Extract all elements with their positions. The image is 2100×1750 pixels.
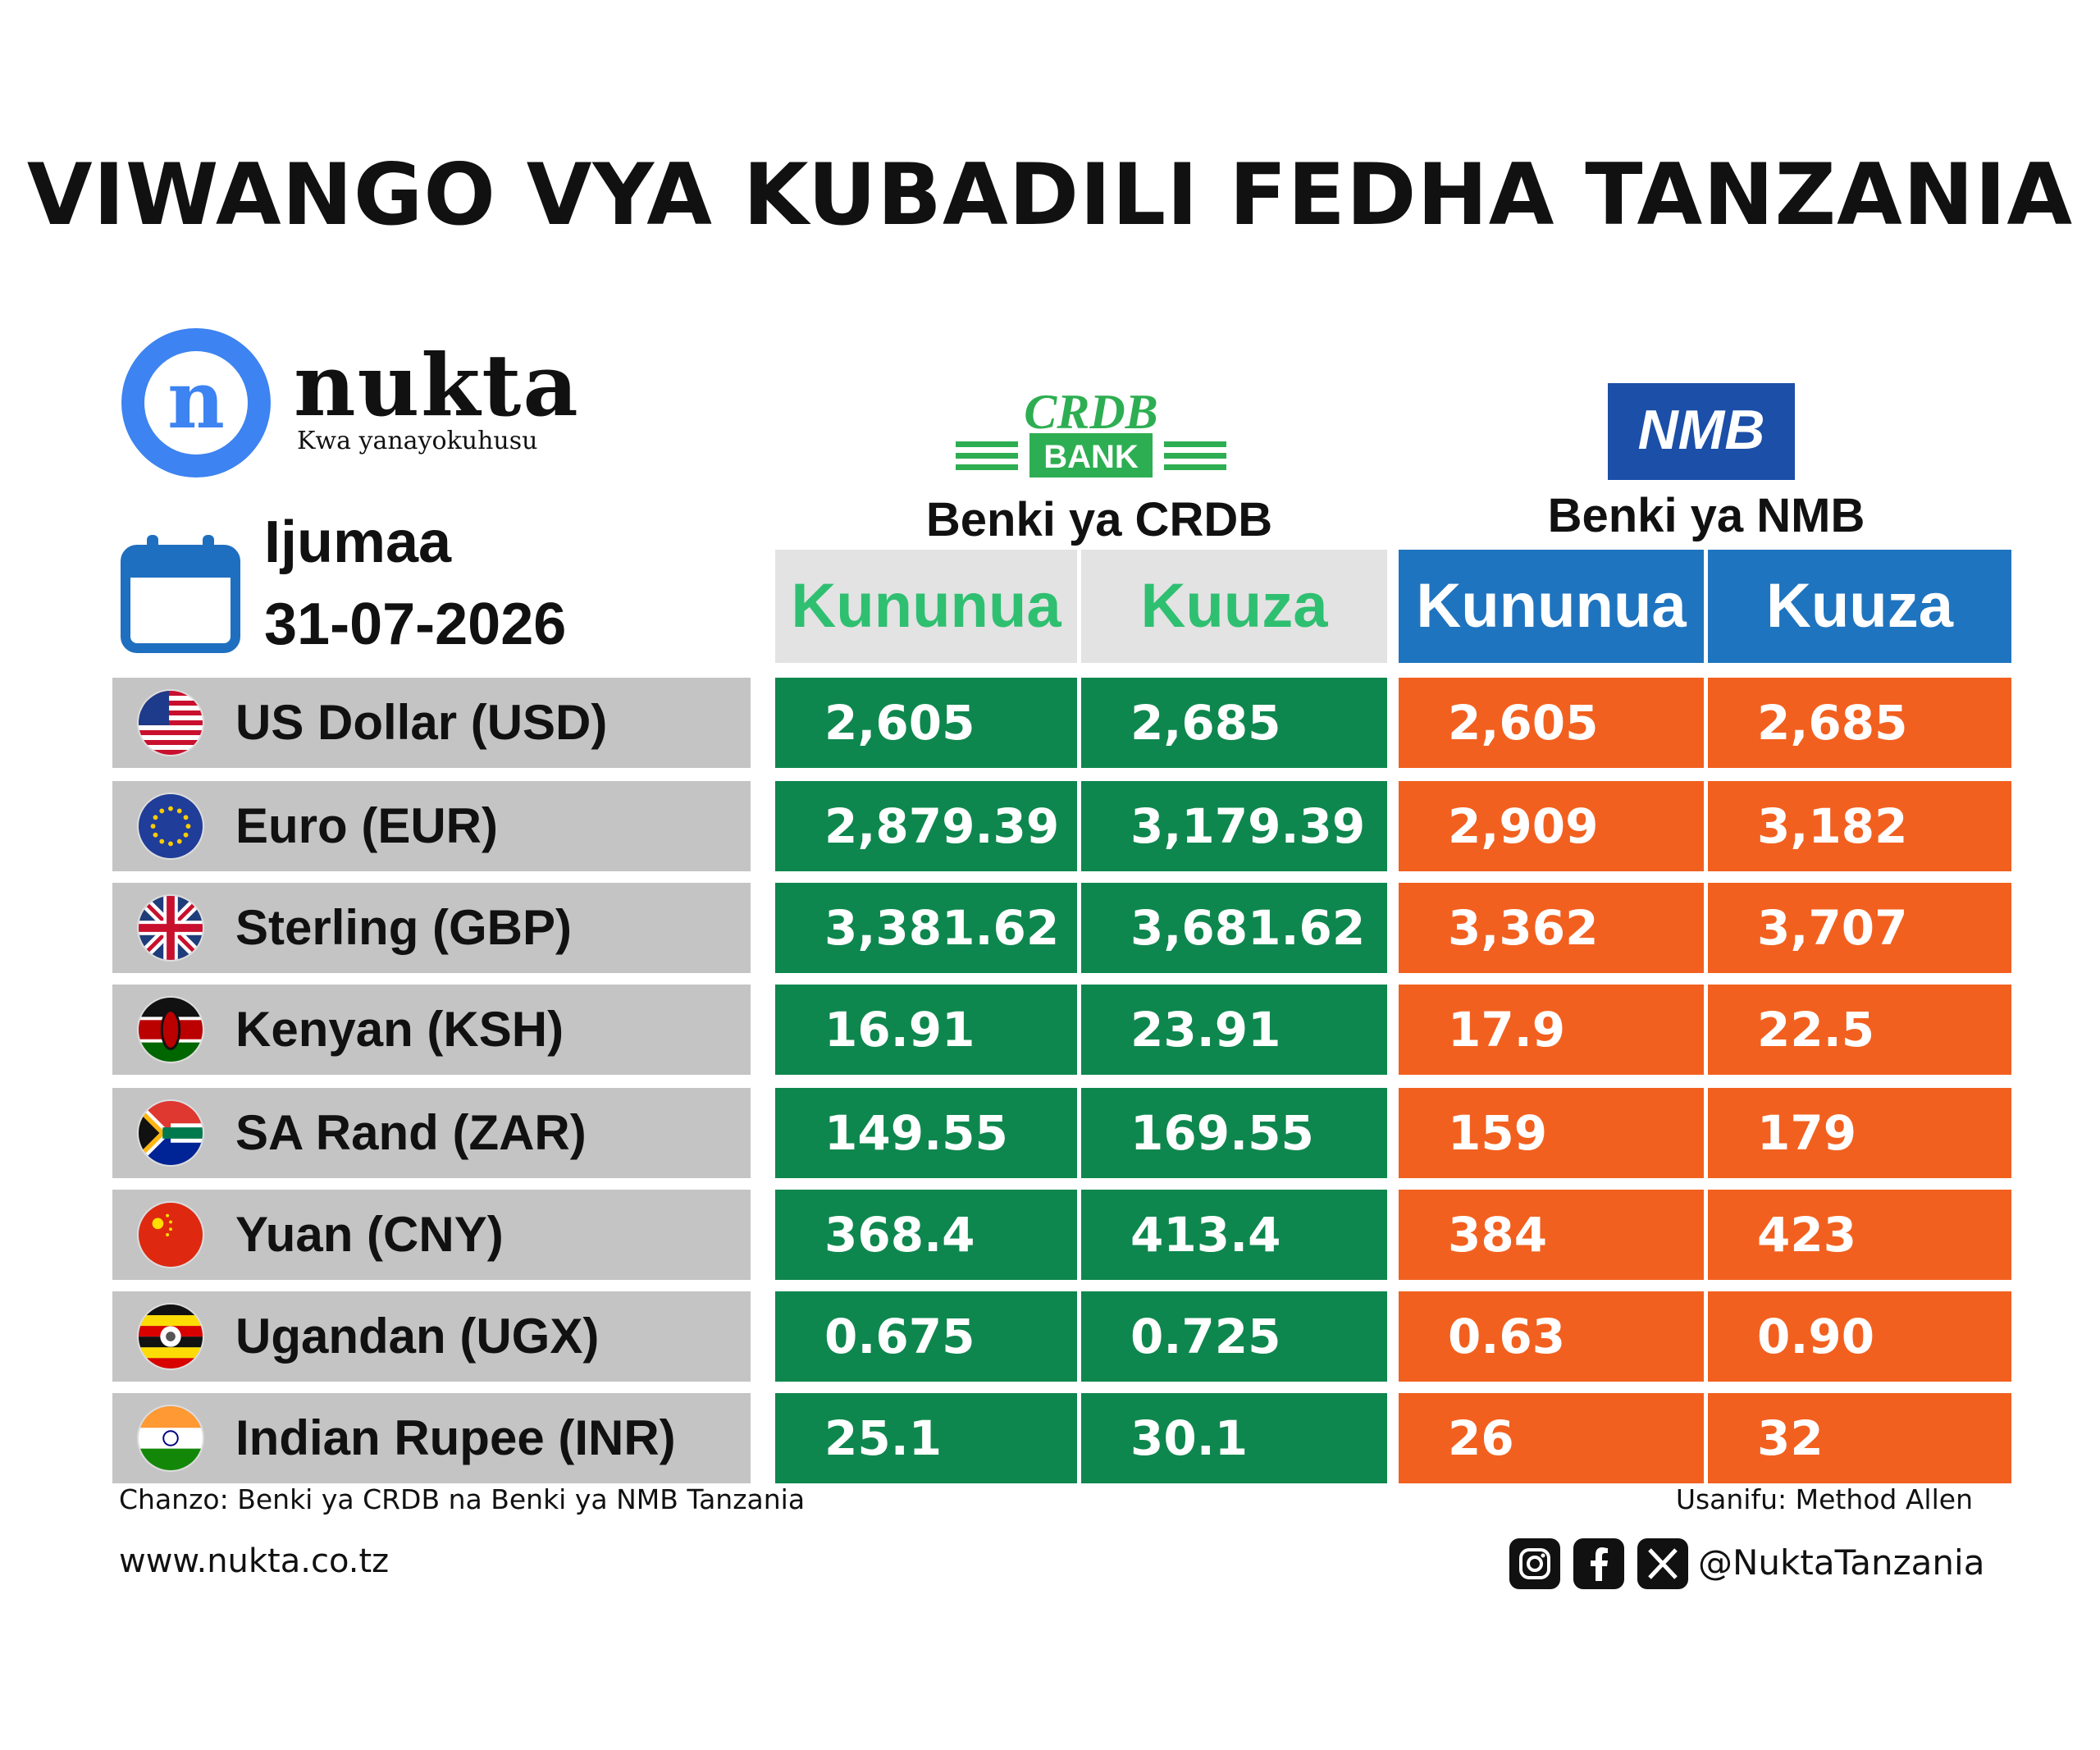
nmb-sell-value: 2,685 <box>1708 678 2011 768</box>
nmb-buy-value: 159 <box>1399 1088 1704 1178</box>
currency-name: Indian Rupee (INR) <box>235 1410 676 1465</box>
uganda-flag-icon <box>137 1303 204 1370</box>
currency-cell: Yuan (CNY) <box>112 1190 751 1280</box>
crdb-sell-value: 3,681.62 <box>1081 883 1387 973</box>
currency-name: Sterling (GBP) <box>235 900 573 955</box>
source-note: Chanzo: Benki ya CRDB na Benki ya NMB Ta… <box>119 1483 806 1515</box>
currency-cell: Ugandan (UGX) <box>112 1291 751 1382</box>
crdb-sell-header: Kuuza <box>1081 550 1387 663</box>
eu-flag-icon <box>137 793 204 860</box>
crdb-sell-value: 2,685 <box>1081 678 1387 768</box>
nmb-buy-header: Kununua <box>1399 550 1704 663</box>
table-row: Indian Rupee (INR) 25.1 30.1 26 32 <box>0 1393 2100 1483</box>
china-flag-icon <box>137 1201 204 1268</box>
svg-text:BANK: BANK <box>1043 439 1139 475</box>
crdb-sell-value: 0.725 <box>1081 1291 1387 1382</box>
table-row: Euro (EUR) 2,879.39 3,179.39 2,909 3,182 <box>0 781 2100 871</box>
x-icon[interactable] <box>1637 1538 1688 1589</box>
date-value: 31-07-2026 <box>264 592 567 657</box>
crdb-sell-value: 30.1 <box>1081 1393 1387 1483</box>
table-row: Sterling (GBP) 3,381.62 3,681.62 3,362 3… <box>0 883 2100 973</box>
day-name: Ijumaa <box>264 509 452 575</box>
usa-flag-icon <box>137 689 204 756</box>
table-row: Yuan (CNY) 368.4 413.4 384 423 <box>0 1190 2100 1280</box>
nukta-logo-icon: n <box>121 328 271 477</box>
crdb-buy-value: 3,381.62 <box>775 883 1077 973</box>
designer-credit: Usanifu: Method Allen <box>1675 1483 1973 1515</box>
nmb-caption: Benki ya NMB <box>1547 489 1865 542</box>
crdb-sell-value: 169.55 <box>1081 1088 1387 1178</box>
currency-cell: Indian Rupee (INR) <box>112 1393 751 1483</box>
calendar-icon <box>119 532 242 655</box>
nmb-bank-logo: NMB <box>1608 383 1795 480</box>
currency-cell: Kenyan (KSH) <box>112 985 751 1075</box>
kenya-flag-icon <box>137 996 204 1063</box>
crdb-buy-value: 149.55 <box>775 1088 1077 1178</box>
social-handle[interactable]: @NuktaTanzania <box>1698 1542 1985 1583</box>
nmb-buy-value: 2,909 <box>1399 781 1704 871</box>
crdb-buy-value: 2,605 <box>775 678 1077 768</box>
currency-name: Yuan (CNY) <box>235 1207 504 1262</box>
south-africa-flag-icon <box>137 1099 204 1167</box>
nmb-sell-value: 32 <box>1708 1393 2011 1483</box>
page-title: VIWANGO VYA KUBADILI FEDHA TANZANIA <box>26 146 2074 244</box>
crdb-buy-header: Kununua <box>775 550 1077 663</box>
crdb-sell-value: 23.91 <box>1081 985 1387 1075</box>
nmb-buy-value: 3,362 <box>1399 883 1704 973</box>
table-row: US Dollar (USD) 2,605 2,685 2,605 2,685 <box>0 678 2100 768</box>
nmb-sell-value: 179 <box>1708 1088 2011 1178</box>
crdb-sell-value: 413.4 <box>1081 1190 1387 1280</box>
currency-name: Euro (EUR) <box>235 798 498 853</box>
nmb-sell-value: 22.5 <box>1708 985 2011 1075</box>
crdb-buy-value: 25.1 <box>775 1393 1077 1483</box>
crdb-buy-value: 368.4 <box>775 1190 1077 1280</box>
table-row: SA Rand (ZAR) 149.55 169.55 159 179 <box>0 1088 2100 1178</box>
nmb-buy-value: 0.63 <box>1399 1291 1704 1382</box>
nmb-sell-value: 3,182 <box>1708 781 2011 871</box>
crdb-buy-value: 0.675 <box>775 1291 1077 1382</box>
crdb-buy-value: 16.91 <box>775 985 1077 1075</box>
nmb-buy-value: 26 <box>1399 1393 1704 1483</box>
website-link[interactable]: www.nukta.co.tz <box>119 1542 390 1580</box>
nmb-sell-value: 0.90 <box>1708 1291 2011 1382</box>
currency-cell: SA Rand (ZAR) <box>112 1088 751 1178</box>
currency-cell: US Dollar (USD) <box>112 678 751 768</box>
instagram-icon[interactable] <box>1509 1538 1560 1589</box>
uk-flag-icon <box>137 894 204 962</box>
currency-cell: Euro (EUR) <box>112 781 751 871</box>
crdb-sell-value: 3,179.39 <box>1081 781 1387 871</box>
facebook-icon[interactable] <box>1573 1538 1624 1589</box>
nmb-buy-value: 384 <box>1399 1190 1704 1280</box>
logo-name: nukta <box>294 335 580 436</box>
crdb-caption: Benki ya CRDB <box>925 493 1273 546</box>
currency-name: SA Rand (ZAR) <box>235 1105 587 1160</box>
india-flag-icon <box>137 1405 204 1472</box>
nmb-sell-value: 423 <box>1708 1190 2011 1280</box>
nmb-buy-value: 2,605 <box>1399 678 1704 768</box>
currency-cell: Sterling (GBP) <box>112 883 751 973</box>
currency-name: Ugandan (UGX) <box>235 1309 600 1364</box>
crdb-buy-value: 2,879.39 <box>775 781 1077 871</box>
nmb-buy-value: 17.9 <box>1399 985 1704 1075</box>
currency-name: Kenyan (KSH) <box>235 1002 564 1057</box>
svg-text:CRDB: CRDB <box>1024 386 1157 439</box>
nmb-sell-value: 3,707 <box>1708 883 2011 973</box>
nmb-sell-header: Kuuza <box>1708 550 2011 663</box>
table-row: Kenyan (KSH) 16.91 23.91 17.9 22.5 <box>0 985 2100 1075</box>
currency-name: US Dollar (USD) <box>235 695 608 750</box>
crdb-bank-logo: CRDB BANK <box>947 385 1235 484</box>
logo-tagline: Kwa yanayokuhusu <box>297 427 538 455</box>
table-row: Ugandan (UGX) 0.675 0.725 0.63 0.90 <box>0 1291 2100 1382</box>
